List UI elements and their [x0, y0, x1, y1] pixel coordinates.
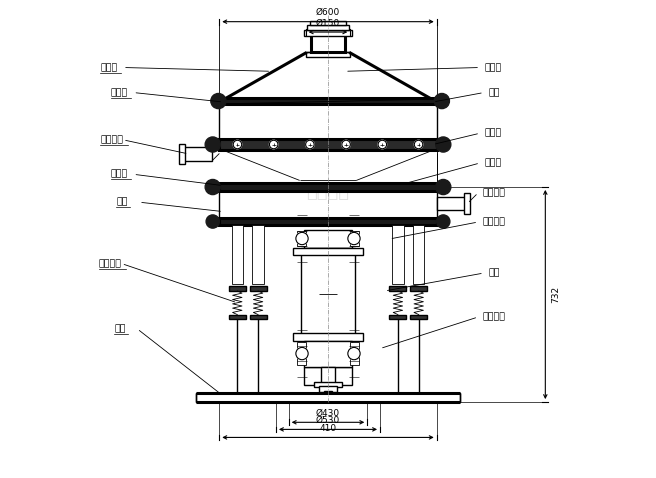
Bar: [293, 248, 363, 255]
Bar: [229, 286, 246, 291]
Text: Ø150: Ø150: [316, 18, 340, 27]
Bar: [304, 367, 352, 385]
Text: 小束环: 小束环: [111, 88, 128, 97]
Bar: [229, 315, 246, 319]
Bar: [304, 341, 352, 367]
Bar: [219, 98, 437, 104]
Circle shape: [436, 137, 451, 152]
Circle shape: [205, 137, 220, 152]
Circle shape: [306, 140, 314, 149]
Circle shape: [296, 232, 308, 245]
Bar: [249, 286, 266, 291]
Bar: [413, 225, 424, 284]
Bar: [350, 342, 359, 365]
Bar: [253, 225, 264, 284]
Text: 减震弹簧: 减震弹簧: [99, 259, 122, 268]
Circle shape: [342, 140, 350, 149]
Bar: [232, 225, 243, 284]
Text: Ø600: Ø600: [316, 8, 340, 17]
Bar: [437, 197, 465, 210]
Bar: [310, 21, 346, 25]
Bar: [179, 143, 185, 164]
Text: 底框: 底框: [116, 197, 128, 206]
Circle shape: [270, 140, 278, 149]
Text: 410: 410: [319, 424, 337, 433]
Bar: [392, 225, 403, 284]
Bar: [464, 193, 470, 214]
Circle shape: [296, 348, 308, 360]
Text: 粗出料口: 粗出料口: [100, 135, 123, 144]
Bar: [307, 25, 349, 30]
Bar: [410, 286, 427, 291]
Text: 弹跳球: 弹跳球: [485, 158, 502, 167]
Bar: [184, 147, 213, 161]
Circle shape: [211, 94, 226, 109]
Text: Ø430: Ø430: [316, 409, 340, 418]
Text: 防尘盖: 防尘盖: [100, 63, 117, 72]
Bar: [319, 386, 337, 391]
Bar: [321, 367, 335, 383]
Circle shape: [233, 140, 241, 149]
Text: 上框: 上框: [489, 88, 500, 97]
Bar: [312, 33, 344, 53]
Bar: [306, 53, 350, 57]
Bar: [350, 231, 359, 246]
Circle shape: [415, 140, 423, 149]
Text: 上部重锤: 上部重锤: [483, 217, 506, 227]
Bar: [219, 218, 437, 225]
Text: 进料口: 进料口: [485, 63, 502, 72]
Bar: [297, 342, 306, 365]
Bar: [300, 248, 356, 341]
Circle shape: [348, 348, 360, 360]
Bar: [219, 183, 437, 191]
Bar: [390, 286, 407, 291]
Bar: [219, 139, 437, 150]
Bar: [314, 382, 342, 387]
Text: 大束环: 大束环: [111, 170, 128, 179]
Bar: [195, 392, 461, 402]
Text: 下部重锤: 下部重锤: [483, 313, 506, 321]
Circle shape: [206, 215, 219, 228]
Circle shape: [378, 140, 386, 149]
Bar: [249, 315, 266, 319]
Circle shape: [437, 215, 450, 228]
Text: 挡球环: 挡球环: [485, 129, 502, 138]
Text: Ø530: Ø530: [316, 416, 340, 424]
Circle shape: [436, 179, 451, 195]
Text: 732: 732: [551, 286, 560, 303]
Bar: [390, 315, 407, 319]
Bar: [297, 231, 306, 246]
Circle shape: [205, 179, 220, 195]
Circle shape: [348, 232, 360, 245]
Text: 底座: 底座: [114, 324, 126, 333]
Text: 细出料口: 细出料口: [483, 188, 506, 197]
Bar: [304, 229, 352, 248]
Bar: [324, 391, 332, 395]
Circle shape: [434, 94, 449, 109]
Text: 大汉机械: 大汉机械: [306, 183, 350, 201]
Bar: [293, 333, 363, 341]
Bar: [304, 30, 352, 36]
Text: 电机: 电机: [489, 269, 500, 278]
Bar: [410, 315, 427, 319]
